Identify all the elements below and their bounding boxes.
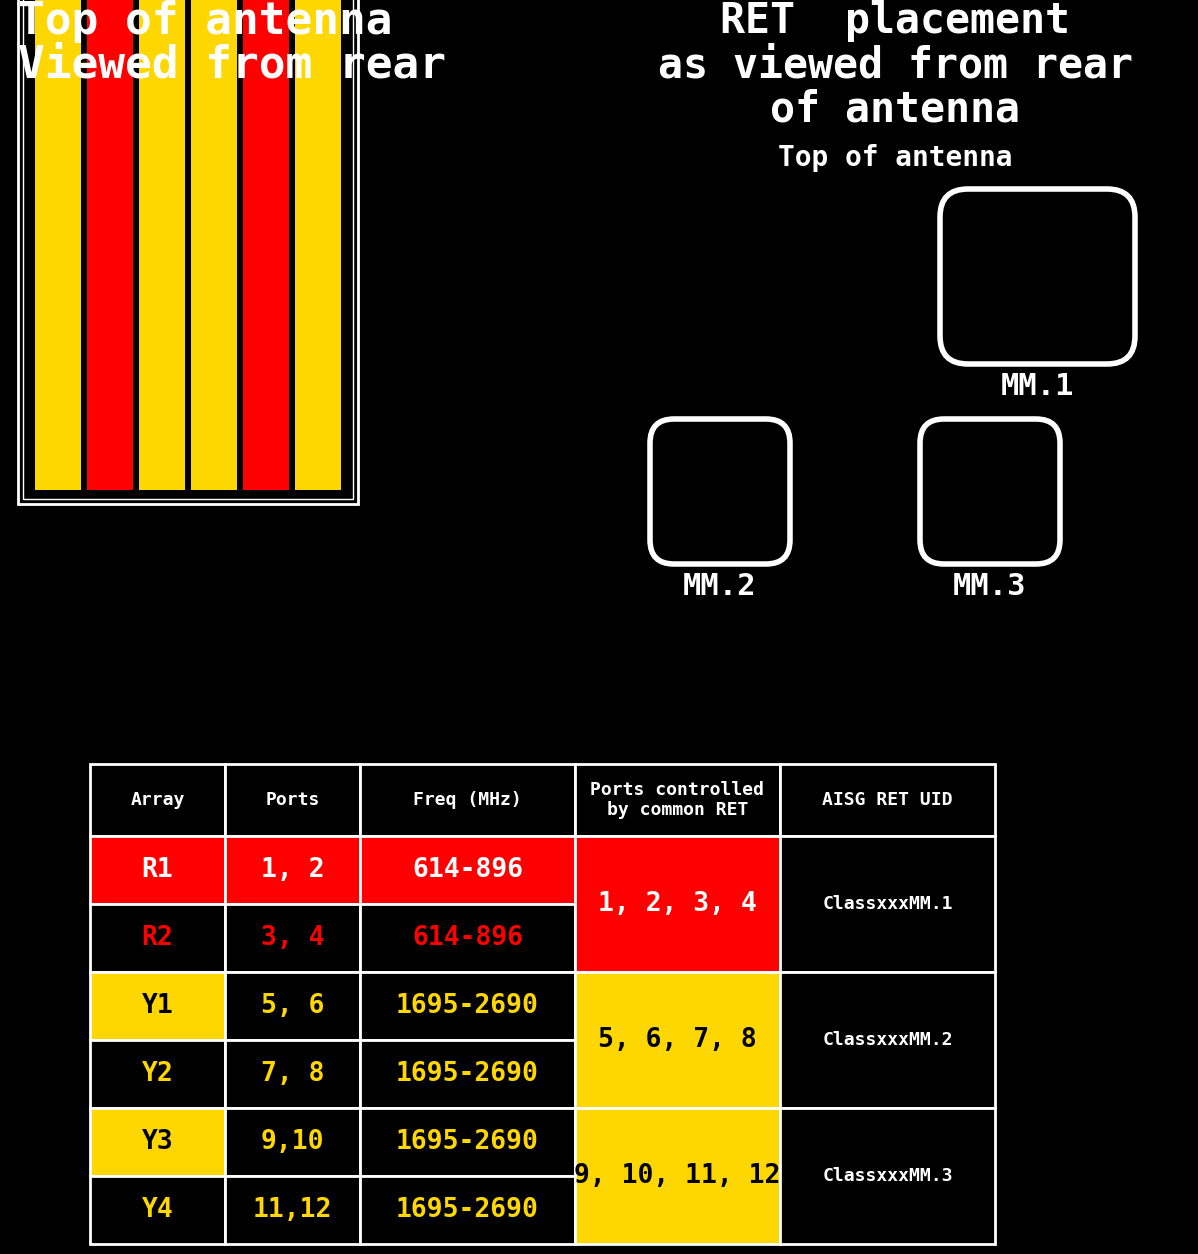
Text: 11,12: 11,12 (253, 1198, 332, 1223)
Text: ClassxxxMM.3: ClassxxxMM.3 (822, 1167, 952, 1185)
FancyBboxPatch shape (920, 419, 1060, 564)
Text: Top of antenna: Top of antenna (778, 144, 1012, 172)
Bar (225, 836, 361, 904)
Bar (190, 0, 237, 490)
Bar (361, 1040, 575, 1109)
Text: MM.2: MM.2 (683, 572, 757, 601)
Text: 9, 10, 11, 12: 9, 10, 11, 12 (574, 1162, 781, 1189)
Bar (780, 1109, 996, 1244)
Text: 1695-2690: 1695-2690 (397, 993, 539, 1020)
Bar (225, 1109, 361, 1176)
Bar (90, 836, 225, 904)
Bar (225, 972, 361, 1040)
Text: Freq (MHz): Freq (MHz) (413, 791, 522, 809)
Bar (18, 0, 358, 504)
Text: 7, 8: 7, 8 (261, 1061, 325, 1087)
Bar (225, 1176, 361, 1244)
Bar (90, 972, 225, 1040)
Text: MM.3: MM.3 (954, 572, 1027, 601)
Bar (361, 1109, 575, 1176)
Text: Viewed from rear: Viewed from rear (18, 44, 446, 87)
Text: 1, 2, 3, 4: 1, 2, 3, 4 (598, 892, 757, 917)
Bar (23, 0, 353, 499)
Text: Y2: Y2 (141, 1061, 174, 1087)
Text: AISG RET UID: AISG RET UID (822, 791, 952, 809)
Text: RET  placement: RET placement (720, 0, 1070, 41)
Text: Ports controlled
by common RET: Ports controlled by common RET (591, 780, 764, 819)
Bar (35, 0, 81, 490)
Bar (139, 0, 184, 490)
Text: 9,10: 9,10 (261, 1129, 325, 1155)
Bar (575, 764, 780, 836)
FancyBboxPatch shape (940, 189, 1135, 364)
Text: 1, 2: 1, 2 (261, 856, 325, 883)
Text: Y3: Y3 (141, 1129, 174, 1155)
Text: MM.1: MM.1 (1000, 372, 1075, 401)
Text: Ports: Ports (265, 791, 320, 809)
Bar (780, 972, 996, 1109)
Text: 5, 6: 5, 6 (261, 993, 325, 1020)
Bar (243, 0, 289, 490)
Bar (90, 764, 225, 836)
Text: ClassxxxMM.1: ClassxxxMM.1 (822, 895, 952, 913)
Bar (575, 972, 780, 1109)
Text: of antenna: of antenna (770, 88, 1019, 130)
Text: R1: R1 (141, 856, 174, 883)
Text: 614-896: 614-896 (412, 925, 524, 951)
Text: Top of antenna: Top of antenna (18, 0, 393, 43)
Bar (361, 904, 575, 972)
Text: Y1: Y1 (141, 993, 174, 1020)
Bar (90, 1109, 225, 1176)
Text: 5, 6, 7, 8: 5, 6, 7, 8 (598, 1027, 757, 1053)
Bar (295, 0, 341, 490)
Bar (361, 836, 575, 904)
Text: Array: Array (131, 791, 184, 809)
Text: 1695-2690: 1695-2690 (397, 1198, 539, 1223)
Bar (225, 1040, 361, 1109)
Bar (90, 1176, 225, 1244)
Text: 1695-2690: 1695-2690 (397, 1061, 539, 1087)
Bar (780, 836, 996, 972)
Bar (575, 836, 780, 972)
Bar (90, 904, 225, 972)
FancyBboxPatch shape (651, 419, 789, 564)
Bar (225, 904, 361, 972)
Bar (575, 1109, 780, 1244)
Bar (361, 972, 575, 1040)
Bar (780, 764, 996, 836)
Bar (87, 0, 133, 490)
Bar (90, 1040, 225, 1109)
Text: 614-896: 614-896 (412, 856, 524, 883)
Bar (225, 764, 361, 836)
Text: 3, 4: 3, 4 (261, 925, 325, 951)
Text: R2: R2 (141, 925, 174, 951)
Text: 1695-2690: 1695-2690 (397, 1129, 539, 1155)
Text: Y4: Y4 (141, 1198, 174, 1223)
Bar (361, 764, 575, 836)
Text: as viewed from rear: as viewed from rear (658, 44, 1132, 87)
Text: ClassxxxMM.2: ClassxxxMM.2 (822, 1031, 952, 1050)
Bar (361, 1176, 575, 1244)
